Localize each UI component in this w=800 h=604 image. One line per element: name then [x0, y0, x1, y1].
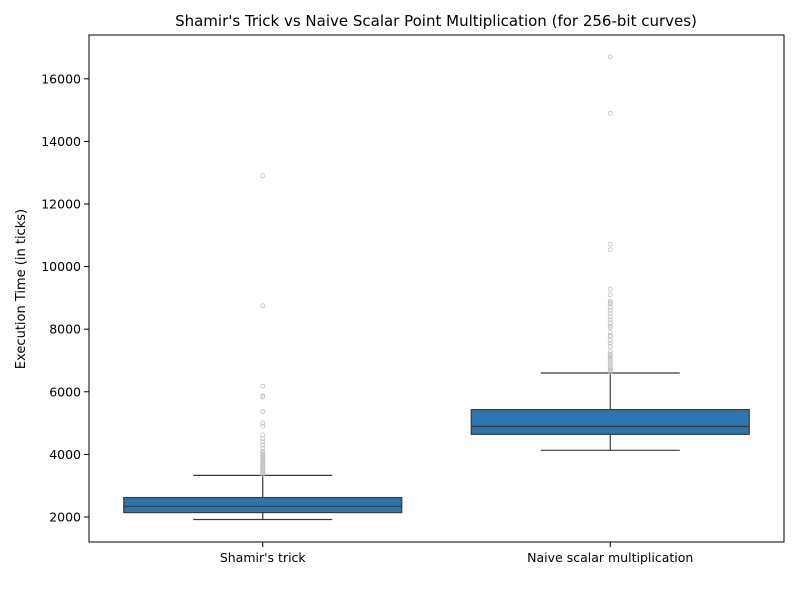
- outlier-point: [607, 54, 613, 60]
- outlier-point: [607, 356, 613, 362]
- y-tick-label: 16000: [41, 71, 81, 86]
- outlier-point: [607, 362, 613, 368]
- outlier-point: [607, 354, 613, 360]
- outlier-point: [260, 303, 266, 309]
- outlier-point: [607, 358, 613, 363]
- outlier-point: [607, 311, 613, 316]
- outlier-point: [607, 325, 613, 331]
- outlier-point: [607, 343, 613, 349]
- outlier-point: [607, 298, 613, 304]
- outlier-point: [260, 173, 266, 179]
- plot-frame: [88, 34, 785, 543]
- outlier-point: [260, 442, 266, 448]
- outlier-point: [607, 314, 613, 320]
- outlier-point: [260, 458, 266, 464]
- y-tick-label: 6000: [49, 384, 81, 399]
- outlier-point: [607, 348, 613, 354]
- outlier-point: [260, 462, 266, 468]
- outlier-point: [260, 456, 266, 462]
- outlier-point: [607, 340, 613, 346]
- outlier-point: [607, 247, 613, 253]
- outlier-point: [607, 110, 613, 116]
- y-tick-label: 12000: [41, 197, 81, 212]
- outlier-point: [260, 423, 266, 429]
- x-tick-label: Shamir's trick: [220, 550, 307, 565]
- outlier-point: [260, 383, 266, 389]
- outlier-point: [607, 329, 613, 335]
- outlier-point: [607, 351, 613, 357]
- outlier-point: [607, 292, 613, 298]
- outlier-point: [260, 432, 266, 438]
- outlier-point: [607, 323, 613, 329]
- plot-area: 2000 4000 6000 8000 10000 12000 14000 16000 Sham…: [41, 54, 750, 565]
- outlier-point: [607, 304, 613, 310]
- outlier-point: [260, 450, 266, 456]
- outlier-point: [607, 353, 613, 359]
- outlier-point: [260, 393, 266, 399]
- outlier-point: [260, 409, 266, 414]
- outlier-point: [260, 445, 266, 451]
- chart-title: Shamir's Trick vs Naive Scalar Point Mul…: [175, 12, 697, 30]
- outlier-point: [260, 420, 266, 426]
- outlier-point: [607, 337, 613, 343]
- outlier-point: [607, 332, 613, 338]
- y-tick-label: 2000: [49, 509, 81, 524]
- outlier-point: [260, 464, 266, 470]
- y-tick-label: 8000: [49, 322, 81, 337]
- iqr-box: [470, 409, 750, 435]
- outlier-point: [607, 301, 613, 307]
- outlier-point: [607, 317, 613, 323]
- outlier-point: [607, 307, 613, 313]
- outlier-point: [260, 439, 266, 445]
- y-tick-label: 4000: [49, 447, 81, 462]
- outlier-point: [260, 455, 266, 460]
- iqr-box: [123, 496, 403, 514]
- outlier-point: [260, 459, 266, 465]
- y-tick-label: 14000: [41, 134, 81, 149]
- y-tick-label: 10000: [41, 259, 81, 274]
- outlier-point: [607, 320, 613, 326]
- outlier-point: [607, 241, 613, 247]
- outlier-point: [260, 448, 266, 454]
- outlier-point: [260, 451, 266, 457]
- y-axis-label: Execution Time (in ticks): [14, 209, 29, 369]
- outlier-point: [607, 300, 613, 306]
- outlier-point: [260, 461, 266, 467]
- x-tick-label: Naive scalar multiplication: [527, 550, 693, 565]
- outlier-point: [260, 453, 266, 459]
- outlier-point: [607, 286, 613, 292]
